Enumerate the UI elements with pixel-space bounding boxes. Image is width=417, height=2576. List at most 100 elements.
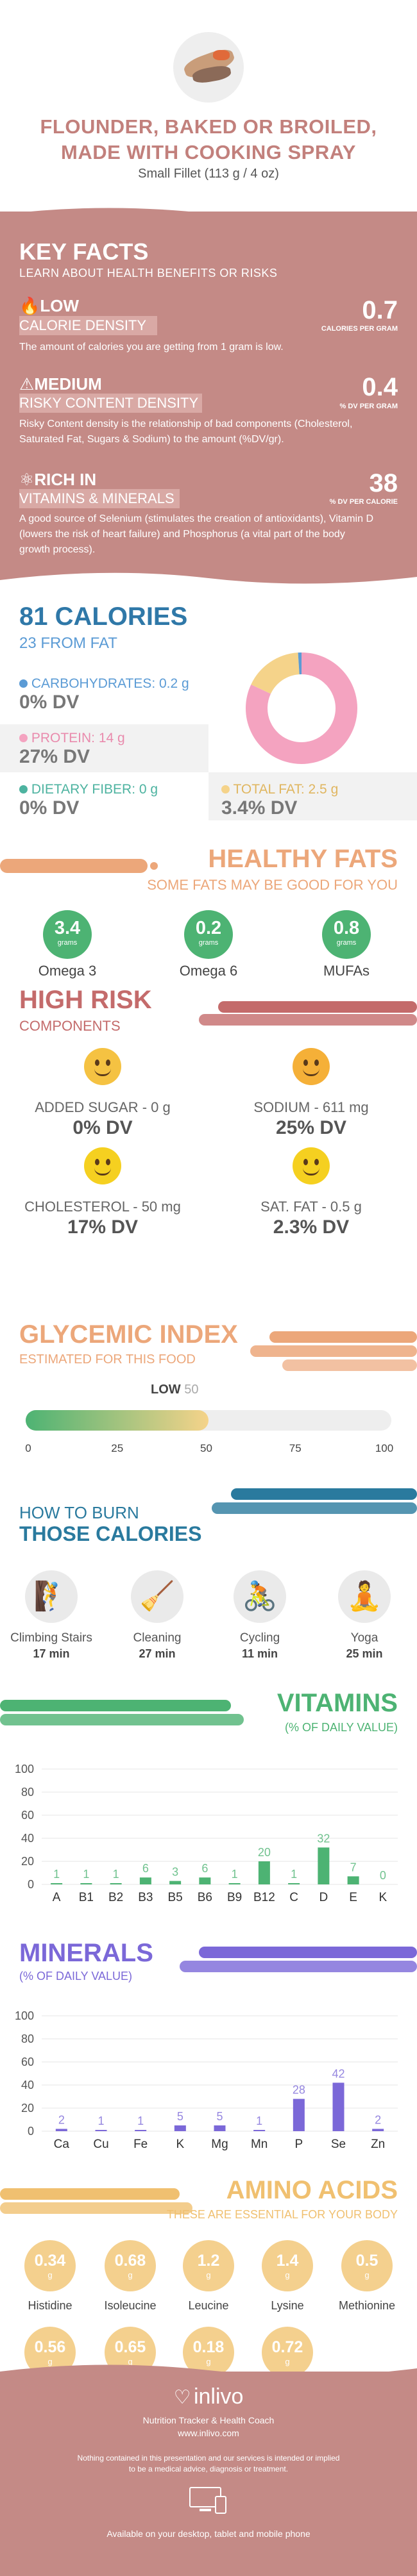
fiber-item: DIETARY FIBER: 0 g 0% DV: [19, 782, 158, 819]
vitamins-minerals-desc: A good source of Selenium (stimulates th…: [19, 513, 373, 555]
glycemic-tick: 0: [25, 1442, 31, 1454]
vitamins-xtick: B9: [227, 1891, 242, 1904]
vitamins-bar: [169, 1881, 182, 1884]
flame-icon: 🔥: [19, 296, 40, 315]
amino-value: 0.34: [34, 2252, 66, 2270]
minerals-bar: [293, 2098, 305, 2131]
carbs-item: CARBOHYDRATES: 0.2 g 0% DV: [19, 676, 189, 713]
decor-stripe: [0, 859, 158, 873]
footer-url[interactable]: www.inlivo.com: [178, 2428, 239, 2438]
minerals-bar: [55, 2129, 67, 2131]
minerals-bar: [95, 2130, 107, 2131]
vitamins-bar-label: 6: [142, 1862, 149, 1875]
fat-value: 0.2: [195, 918, 222, 938]
calorie-density-label: CALORIE DENSITY: [19, 317, 147, 333]
minerals-bar-label: 1: [137, 2115, 144, 2127]
minerals-subtitle: (% OF DAILY VALUE): [19, 1970, 133, 1982]
calorie-density-level: 🔥LOW: [19, 296, 80, 315]
vitamins-ytick: 100: [15, 1763, 34, 1775]
amino-unit: g: [128, 2270, 133, 2280]
minerals-bar: [214, 2125, 226, 2131]
heart-icon: ♡: [173, 2387, 191, 2408]
amino-value: 0.18: [192, 2338, 225, 2356]
vitamins-ytick: 80: [21, 1786, 34, 1799]
vitamins-xtick: B5: [168, 1891, 183, 1904]
minerals-ytick: 60: [21, 2056, 34, 2068]
fat-unit: grams: [336, 939, 357, 947]
healthy-fats-title: HEALTHY FATS: [208, 845, 398, 873]
minerals-ytick: 80: [21, 2032, 34, 2045]
amino-unit: g: [206, 2357, 211, 2366]
cycling-person-icon: 🚴: [234, 1570, 286, 1623]
wave-top: [0, 208, 417, 228]
risk-label: SODIUM - 611 mg: [253, 1099, 369, 1115]
vitamins-xtick: B1: [79, 1891, 94, 1904]
food-image: [173, 32, 244, 103]
risky-content-value: 0.4: [362, 373, 398, 401]
calories-title: 81 CALORIES: [19, 602, 188, 631]
burn-time: 17 min: [33, 1647, 70, 1660]
calories-donut-chart: [246, 652, 357, 764]
calorie-density-desc: The amount of calories you are getting f…: [19, 342, 284, 353]
vitamins-minerals-level: ⚛RICH IN: [19, 470, 97, 489]
fat-circle: 3.4 grams: [43, 910, 92, 959]
burn-time: 27 min: [139, 1647, 176, 1660]
fat-circle: 0.8 grams: [322, 910, 371, 959]
burn-activity: Yoga: [350, 1631, 379, 1645]
fat-name: MUFAs: [323, 963, 370, 979]
vitamins-bar-label: 20: [258, 1846, 271, 1859]
minerals-bar: [253, 2130, 266, 2131]
key-facts-section: [0, 212, 417, 570]
minerals-bar: [174, 2125, 186, 2131]
risky-content-label: RISKY CONTENT DENSITY: [19, 395, 199, 411]
decor-stripe: [0, 1700, 244, 1725]
stairs-person-icon: 🧗: [25, 1570, 78, 1623]
amino-value: 0.65: [114, 2338, 146, 2356]
decor-stripe: [250, 1331, 417, 1371]
minerals-ytick: 100: [15, 2009, 34, 2022]
molecule-icon: ⚛: [19, 470, 35, 489]
risk-label: SAT. FAT - 0.5 g: [260, 1199, 362, 1215]
vitamins-minerals-label: VITAMINS & MINERALS: [19, 490, 174, 506]
minerals-bar-chart: 0 20 40 60 80 100 2 Ca 1 Cu 1 Fe 5 K 5 Mg 1 Mn 28 P 42 Se 2 Zn: [15, 2009, 398, 2151]
vitamins-minerals-unit: % DV PER CALORIE: [329, 498, 398, 506]
smiley-icon: [84, 1048, 121, 1085]
amino-title: AMINO ACIDS: [226, 2176, 398, 2204]
wave-bottom: [0, 564, 417, 584]
amino-value: 1.2: [197, 2252, 220, 2270]
cleaning-person-icon: 🧹: [131, 1570, 183, 1623]
page-title: FLOUNDER, BAKED OR BROILED, MADE WITH CO…: [40, 115, 377, 163]
amino-name: Histidine: [28, 2299, 72, 2312]
vitamins-xtick: A: [53, 1891, 61, 1904]
burn-time: 11 min: [241, 1647, 278, 1660]
risk-dv: 0% DV: [72, 1117, 133, 1138]
minerals-bar-label: 5: [177, 2110, 183, 2123]
minerals-bar: [135, 2130, 147, 2131]
amino-unit: g: [364, 2270, 370, 2280]
amino-name: Methionine: [338, 2299, 396, 2312]
high-risk-title: HIGH RISK: [19, 986, 152, 1014]
decor-stripe: [0, 2188, 192, 2214]
high-risk-subtitle: COMPONENTS: [19, 1018, 121, 1034]
footer-disclaimer2: to be a medical advice, diagnosis or tre…: [128, 2464, 289, 2473]
fat-unit: grams: [57, 939, 78, 947]
yoga-person-icon: 🧘: [338, 1570, 391, 1623]
amino-value: 0.5: [355, 2252, 379, 2270]
minerals-xtick: Mg: [211, 2138, 228, 2151]
burn-activity: Climbing Stairs: [10, 1631, 92, 1645]
minerals-xtick: Cu: [93, 2138, 108, 2151]
vitamins-bar: [288, 1883, 300, 1884]
amino-subtitle: THESE ARE ESSENTIAL FOR YOUR BODY: [166, 2208, 398, 2221]
minerals-ytick: 0: [28, 2125, 34, 2138]
vitamins-xtick: E: [349, 1891, 357, 1904]
vitamins-xtick: B2: [108, 1891, 123, 1904]
vitamins-ytick: 40: [21, 1832, 34, 1845]
vitamins-bar-label: 1: [83, 1868, 89, 1881]
amino-circle: 0.68 g: [105, 2240, 156, 2291]
amino-circle: 1.2 g: [183, 2240, 234, 2291]
minerals-bar-label: 1: [98, 2115, 104, 2127]
risky-content-desc: Risky Content density is the relationshi…: [19, 419, 353, 445]
vitamins-bar-label: 1: [53, 1868, 60, 1881]
amino-name: Isoleucine: [104, 2299, 157, 2312]
vitamins-bar-label: 1: [291, 1868, 297, 1881]
